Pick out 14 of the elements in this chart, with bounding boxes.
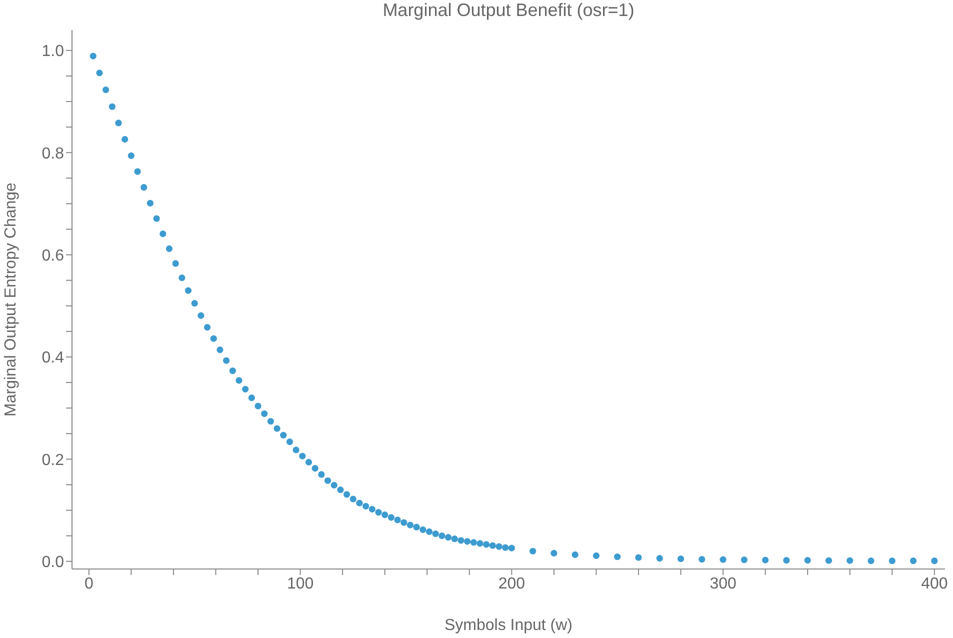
- y-tick-label: 0.6: [42, 247, 64, 264]
- y-tick-label: 0.2: [42, 452, 64, 469]
- y-tick-label: 0.8: [42, 145, 64, 162]
- x-axis-title: Symbols Input (w): [444, 617, 573, 634]
- x-tick-label: 400: [921, 575, 948, 592]
- y-tick-label: 0.4: [42, 350, 64, 367]
- x-tick-label: 300: [710, 575, 736, 592]
- x-tick-label: 0: [84, 575, 94, 592]
- y-tick-label: 1.0: [42, 43, 64, 60]
- chart-title: Marginal Output Benefit (osr=1): [382, 0, 636, 21]
- y-axis-title: Marginal Output Entropy Change: [2, 182, 20, 416]
- x-tick-label: 200: [498, 575, 526, 592]
- y-tick-label: 0.0: [42, 554, 64, 572]
- x-tick-label: 100: [286, 575, 314, 592]
